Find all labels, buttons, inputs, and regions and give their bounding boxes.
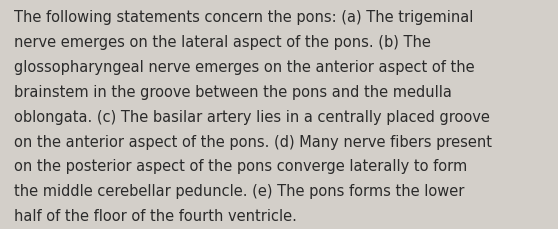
Text: glossopharyngeal nerve emerges on the anterior aspect of the: glossopharyngeal nerve emerges on the an… [14, 60, 474, 75]
Text: the middle cerebellar peduncle. (e) The pons forms the lower: the middle cerebellar peduncle. (e) The … [14, 183, 464, 198]
Text: half of the floor of the fourth ventricle.: half of the floor of the fourth ventricl… [14, 208, 297, 223]
Text: on the anterior aspect of the pons. (d) Many nerve fibers present: on the anterior aspect of the pons. (d) … [14, 134, 492, 149]
Text: oblongata. (c) The basilar artery lies in a centrally placed groove: oblongata. (c) The basilar artery lies i… [14, 109, 490, 124]
Text: on the posterior aspect of the pons converge laterally to form: on the posterior aspect of the pons conv… [14, 159, 467, 174]
Text: nerve emerges on the lateral aspect of the pons. (b) The: nerve emerges on the lateral aspect of t… [14, 35, 431, 50]
Text: The following statements concern the pons: (a) The trigeminal: The following statements concern the pon… [14, 10, 473, 25]
Text: brainstem in the groove between the pons and the medulla: brainstem in the groove between the pons… [14, 85, 452, 99]
